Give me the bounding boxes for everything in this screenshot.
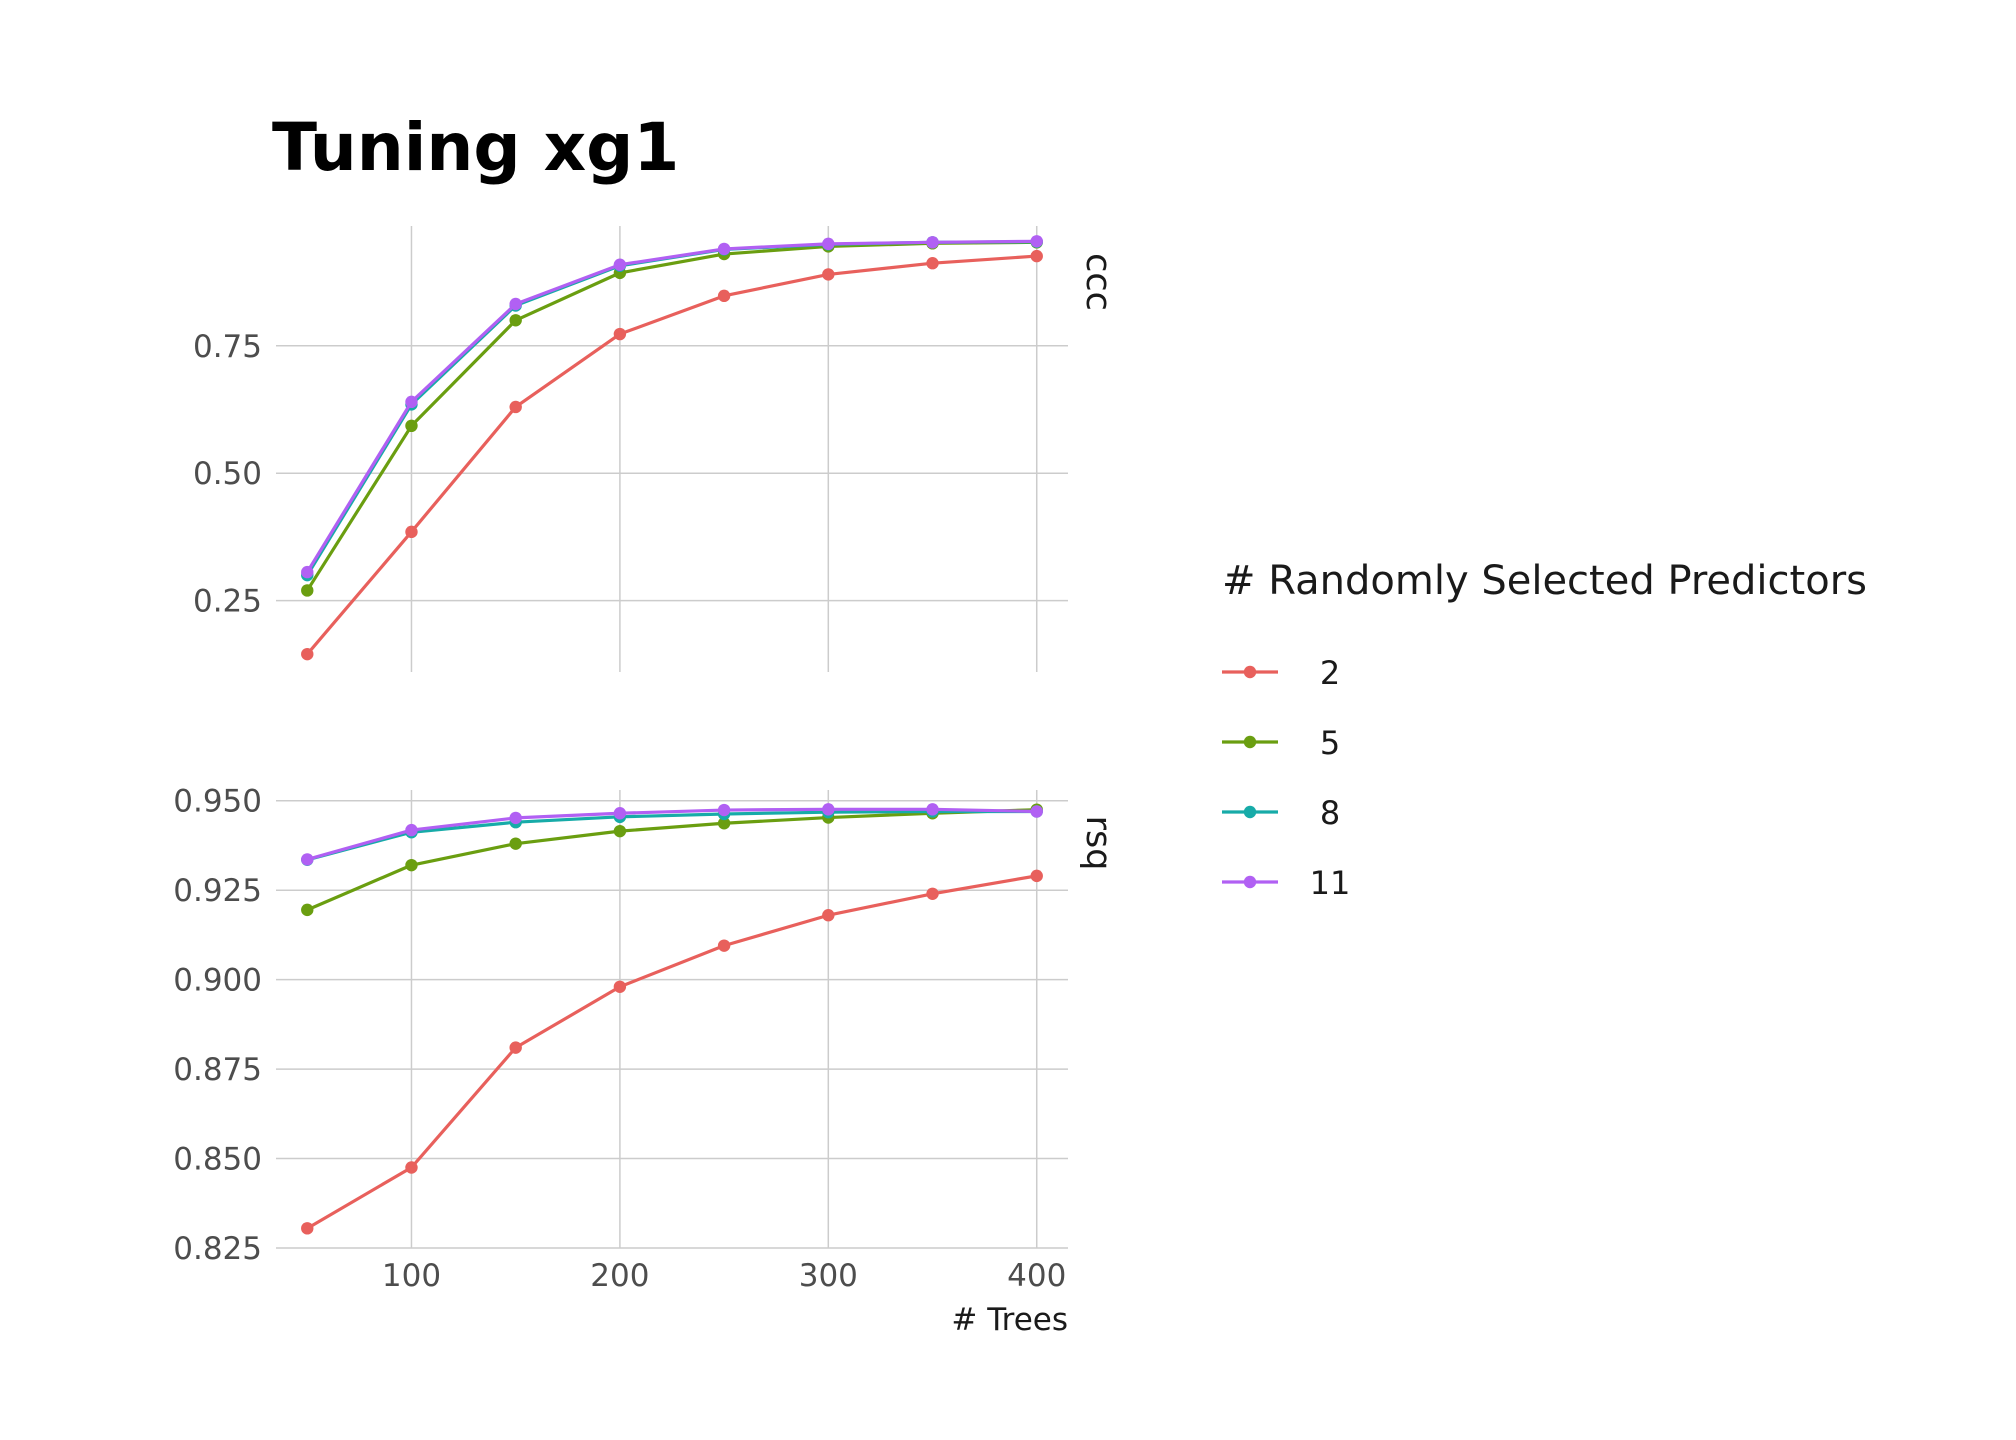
panels-group: 0.25 0.50 0.75 ccc 0.825 0.850 0.875 0.900 0.925…: [173, 226, 1118, 1294]
y-tick-label: 0.900: [173, 963, 262, 999]
data-point: [717, 803, 731, 817]
series-line: [306, 254, 1037, 656]
data-point: [613, 258, 627, 271]
legend-entry-2: 2: [1222, 654, 1340, 692]
data-point: [822, 803, 835, 816]
facet-strip-ccc: ccc: [1078, 253, 1118, 311]
data-point: [405, 419, 418, 433]
series-line: [306, 807, 1037, 861]
legend-key-point: [1243, 875, 1257, 889]
data-point: [822, 237, 835, 251]
legend-entry-5: 5: [1222, 724, 1340, 762]
legend-label: 5: [1320, 724, 1340, 762]
data-point: [301, 647, 314, 661]
data-point: [301, 1222, 314, 1235]
data-point: [301, 853, 314, 866]
x-axis-title: # Trees: [951, 1302, 1068, 1338]
data-point: [717, 817, 731, 830]
x-tick-label: 100: [382, 1258, 441, 1294]
y-tick-label: 0.25: [193, 584, 262, 620]
legend-label: 2: [1320, 654, 1340, 692]
data-point: [926, 887, 939, 900]
data-point: [926, 236, 939, 249]
data-point: [301, 565, 314, 579]
series-rsq-2: [301, 869, 1043, 1235]
series-line: [305, 240, 1037, 592]
data-point: [717, 939, 731, 952]
data-point: [509, 811, 522, 825]
series-rsq-11: [301, 803, 1043, 866]
y-tick-label: 0.50: [193, 456, 262, 492]
data-point: [717, 242, 731, 256]
data-point: [301, 903, 314, 917]
series-line: [306, 808, 1037, 912]
legend-key-point: [1243, 735, 1257, 749]
data-point: [1030, 805, 1043, 818]
data-point: [613, 327, 627, 341]
x-axis: 100 200 300 400: [382, 1258, 1066, 1294]
data-point: [509, 837, 522, 850]
series-line: [306, 809, 1037, 862]
data-point: [405, 525, 418, 539]
legend-label: 8: [1320, 794, 1340, 832]
x-tick-label: 200: [590, 1258, 649, 1294]
y-tick-label: 0.825: [173, 1231, 262, 1267]
series-ccc-11: [301, 235, 1043, 579]
legend-label: 11: [1310, 864, 1351, 902]
facet-strip-rsq: rsq: [1078, 816, 1118, 871]
data-point: [926, 257, 939, 270]
data-point: [1030, 249, 1043, 263]
y-tick-label: 0.925: [173, 873, 262, 909]
y-tick-label: 0.75: [193, 329, 262, 365]
data-point: [405, 858, 418, 872]
legend-entry-8: 8: [1222, 794, 1340, 832]
series-line: [305, 239, 1037, 573]
x-tick-label: 400: [1007, 1258, 1066, 1294]
data-point: [405, 823, 418, 837]
data-point: [509, 400, 522, 414]
data-point: [822, 909, 835, 922]
y-tick-label: 0.950: [173, 784, 262, 820]
panel-rsq: 0.825 0.850 0.875 0.900 0.925 0.950 rsq: [173, 784, 1118, 1267]
data-point: [405, 1161, 418, 1174]
series-line: [306, 874, 1038, 1230]
y-tick-label: 0.850: [173, 1142, 262, 1178]
legend-entry-11: 11: [1222, 864, 1350, 902]
legend-title: # Randomly Selected Predictors: [1222, 558, 1867, 604]
y-tick-label: 0.875: [173, 1052, 262, 1088]
data-point: [926, 803, 939, 816]
data-point: [301, 584, 314, 597]
series-ccc-5: [301, 236, 1043, 597]
data-point: [822, 268, 835, 281]
data-point: [613, 980, 627, 993]
series-ccc-2: [301, 249, 1043, 661]
data-point: [1030, 869, 1043, 883]
legend-key-point: [1243, 805, 1257, 819]
data-point: [509, 314, 522, 327]
legend: # Randomly Selected Predictors 2 5 8 11: [1222, 558, 1867, 902]
x-tick-label: 300: [799, 1258, 858, 1294]
panel-ccc: 0.25 0.50 0.75 ccc: [193, 226, 1118, 672]
data-point: [613, 824, 627, 838]
legend-key-point: [1243, 665, 1257, 679]
data-point: [613, 807, 627, 820]
chart-title: Tuning xg1: [272, 109, 679, 186]
data-point: [717, 289, 731, 303]
data-point: [509, 297, 522, 311]
data-point: [1030, 235, 1043, 248]
data-point: [405, 395, 418, 409]
data-point: [509, 1041, 522, 1054]
